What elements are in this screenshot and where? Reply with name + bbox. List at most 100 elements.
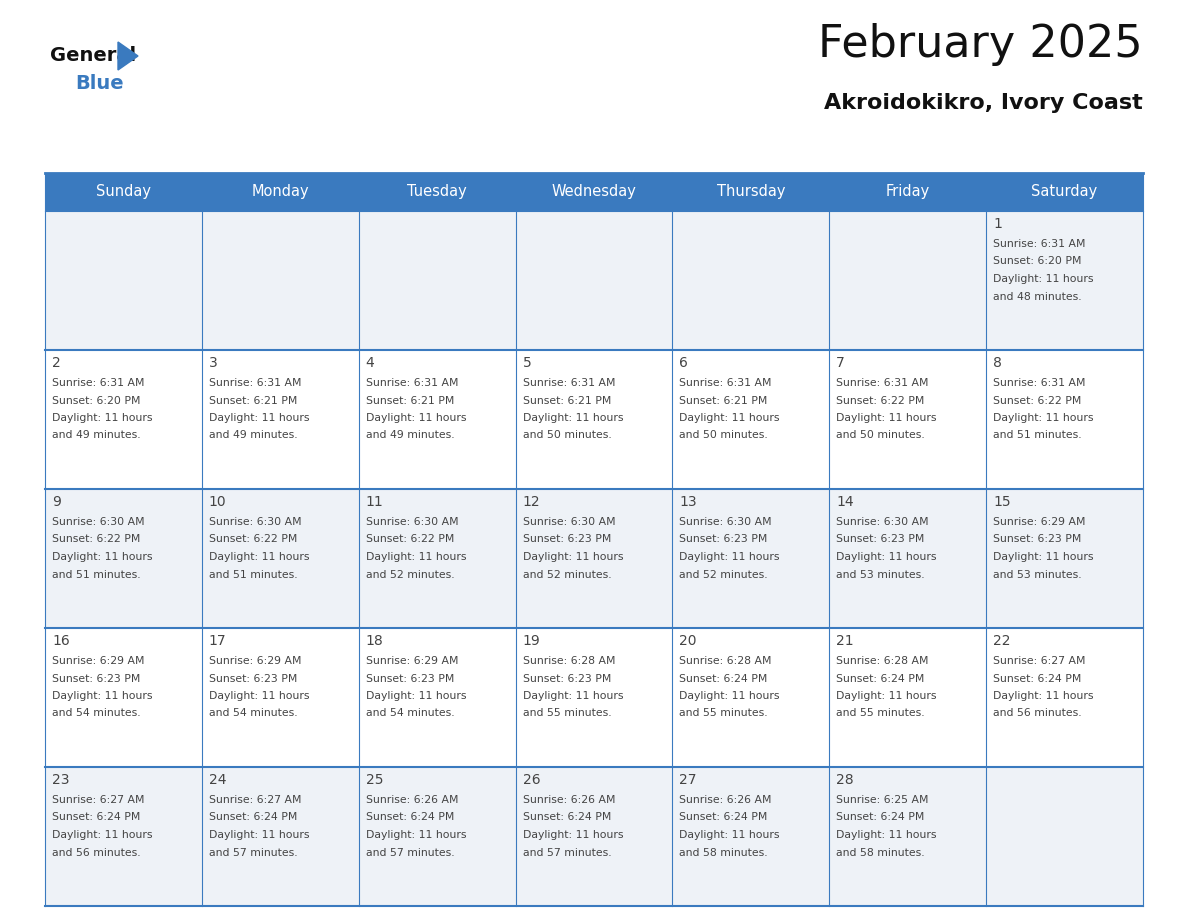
Bar: [829, 173, 986, 211]
Text: 1: 1: [993, 217, 1001, 231]
Text: Daylight: 11 hours: Daylight: 11 hours: [993, 691, 1094, 701]
Bar: [986, 173, 1143, 211]
Bar: [359, 350, 516, 489]
Text: Daylight: 11 hours: Daylight: 11 hours: [993, 274, 1094, 284]
Bar: [672, 767, 829, 906]
Text: Sunset: 6:23 PM: Sunset: 6:23 PM: [209, 674, 297, 684]
Text: and 53 minutes.: and 53 minutes.: [993, 569, 1082, 579]
Text: Sunset: 6:22 PM: Sunset: 6:22 PM: [52, 534, 140, 544]
Text: 8: 8: [993, 356, 1001, 370]
Text: Sunset: 6:23 PM: Sunset: 6:23 PM: [993, 534, 1081, 544]
Text: Daylight: 11 hours: Daylight: 11 hours: [680, 552, 781, 562]
Text: 14: 14: [836, 495, 854, 509]
Text: Sunrise: 6:30 AM: Sunrise: 6:30 AM: [209, 517, 302, 527]
Text: Sunrise: 6:31 AM: Sunrise: 6:31 AM: [836, 378, 929, 388]
Text: 12: 12: [523, 495, 541, 509]
Text: and 55 minutes.: and 55 minutes.: [680, 709, 769, 719]
Text: Daylight: 11 hours: Daylight: 11 hours: [52, 830, 152, 840]
Text: 4: 4: [366, 356, 374, 370]
Text: and 58 minutes.: and 58 minutes.: [836, 847, 925, 857]
Text: and 55 minutes.: and 55 minutes.: [523, 709, 611, 719]
Text: Daylight: 11 hours: Daylight: 11 hours: [52, 552, 152, 562]
Text: Sunset: 6:22 PM: Sunset: 6:22 PM: [993, 396, 1081, 406]
Text: and 57 minutes.: and 57 minutes.: [366, 847, 454, 857]
Text: Sunset: 6:24 PM: Sunset: 6:24 PM: [680, 674, 767, 684]
Text: 19: 19: [523, 634, 541, 648]
Text: and 51 minutes.: and 51 minutes.: [993, 431, 1082, 441]
Text: and 51 minutes.: and 51 minutes.: [52, 569, 140, 579]
Text: Sunrise: 6:31 AM: Sunrise: 6:31 AM: [52, 378, 145, 388]
Text: Daylight: 11 hours: Daylight: 11 hours: [366, 552, 466, 562]
Text: and 55 minutes.: and 55 minutes.: [836, 709, 925, 719]
Text: Sunrise: 6:30 AM: Sunrise: 6:30 AM: [52, 517, 145, 527]
Text: Sunset: 6:23 PM: Sunset: 6:23 PM: [366, 674, 454, 684]
Bar: [829, 767, 986, 906]
Text: Thursday: Thursday: [716, 185, 785, 199]
Bar: [359, 211, 516, 350]
Text: 28: 28: [836, 773, 854, 787]
Text: Sunset: 6:24 PM: Sunset: 6:24 PM: [836, 812, 924, 823]
Bar: [202, 211, 359, 350]
Text: and 53 minutes.: and 53 minutes.: [836, 569, 925, 579]
Bar: [672, 350, 829, 489]
Text: Daylight: 11 hours: Daylight: 11 hours: [680, 830, 781, 840]
Text: Daylight: 11 hours: Daylight: 11 hours: [523, 691, 623, 701]
Text: and 48 minutes.: and 48 minutes.: [993, 292, 1082, 301]
Text: Akroidokikro, Ivory Coast: Akroidokikro, Ivory Coast: [824, 93, 1143, 113]
Text: Daylight: 11 hours: Daylight: 11 hours: [523, 830, 623, 840]
Text: Sunrise: 6:25 AM: Sunrise: 6:25 AM: [836, 795, 929, 805]
Text: and 49 minutes.: and 49 minutes.: [209, 431, 297, 441]
Text: and 57 minutes.: and 57 minutes.: [523, 847, 611, 857]
Text: Daylight: 11 hours: Daylight: 11 hours: [366, 413, 466, 423]
Text: Sunset: 6:24 PM: Sunset: 6:24 PM: [523, 812, 611, 823]
Text: Sunrise: 6:28 AM: Sunrise: 6:28 AM: [680, 656, 772, 666]
Text: Sunset: 6:24 PM: Sunset: 6:24 PM: [680, 812, 767, 823]
Text: Saturday: Saturday: [1031, 185, 1098, 199]
Text: Sunset: 6:23 PM: Sunset: 6:23 PM: [680, 534, 767, 544]
Text: 11: 11: [366, 495, 384, 509]
Bar: [359, 767, 516, 906]
Bar: [672, 211, 829, 350]
Text: Sunday: Sunday: [96, 185, 151, 199]
Bar: [359, 489, 516, 628]
Bar: [516, 350, 672, 489]
Text: Sunset: 6:20 PM: Sunset: 6:20 PM: [52, 396, 140, 406]
Text: Daylight: 11 hours: Daylight: 11 hours: [209, 413, 309, 423]
Text: and 50 minutes.: and 50 minutes.: [523, 431, 612, 441]
Text: Sunrise: 6:27 AM: Sunrise: 6:27 AM: [993, 656, 1086, 666]
Bar: [45, 628, 202, 767]
Bar: [202, 489, 359, 628]
Bar: [986, 489, 1143, 628]
Text: 21: 21: [836, 634, 854, 648]
Text: Sunset: 6:21 PM: Sunset: 6:21 PM: [209, 396, 297, 406]
Text: Tuesday: Tuesday: [407, 185, 467, 199]
Text: Sunrise: 6:26 AM: Sunrise: 6:26 AM: [680, 795, 772, 805]
Bar: [986, 767, 1143, 906]
Text: Sunrise: 6:30 AM: Sunrise: 6:30 AM: [523, 517, 615, 527]
Text: and 52 minutes.: and 52 minutes.: [680, 569, 769, 579]
Text: Daylight: 11 hours: Daylight: 11 hours: [836, 413, 937, 423]
Text: 16: 16: [52, 634, 70, 648]
Text: Sunrise: 6:29 AM: Sunrise: 6:29 AM: [52, 656, 145, 666]
Text: and 56 minutes.: and 56 minutes.: [993, 709, 1082, 719]
Bar: [516, 211, 672, 350]
Text: 18: 18: [366, 634, 384, 648]
Bar: [672, 173, 829, 211]
Text: Sunrise: 6:31 AM: Sunrise: 6:31 AM: [680, 378, 772, 388]
Bar: [202, 173, 359, 211]
Text: 20: 20: [680, 634, 697, 648]
Text: 3: 3: [209, 356, 217, 370]
Text: and 54 minutes.: and 54 minutes.: [52, 709, 140, 719]
Text: Sunrise: 6:31 AM: Sunrise: 6:31 AM: [209, 378, 302, 388]
Text: Sunrise: 6:31 AM: Sunrise: 6:31 AM: [523, 378, 615, 388]
Text: Sunrise: 6:29 AM: Sunrise: 6:29 AM: [366, 656, 459, 666]
Text: Sunrise: 6:26 AM: Sunrise: 6:26 AM: [366, 795, 459, 805]
Text: Sunrise: 6:30 AM: Sunrise: 6:30 AM: [366, 517, 459, 527]
Text: 25: 25: [366, 773, 384, 787]
Text: and 52 minutes.: and 52 minutes.: [366, 569, 454, 579]
Text: Sunset: 6:24 PM: Sunset: 6:24 PM: [366, 812, 454, 823]
Text: 15: 15: [993, 495, 1011, 509]
Text: Sunrise: 6:31 AM: Sunrise: 6:31 AM: [993, 378, 1086, 388]
Text: 22: 22: [993, 634, 1011, 648]
Text: Sunset: 6:20 PM: Sunset: 6:20 PM: [993, 256, 1081, 266]
